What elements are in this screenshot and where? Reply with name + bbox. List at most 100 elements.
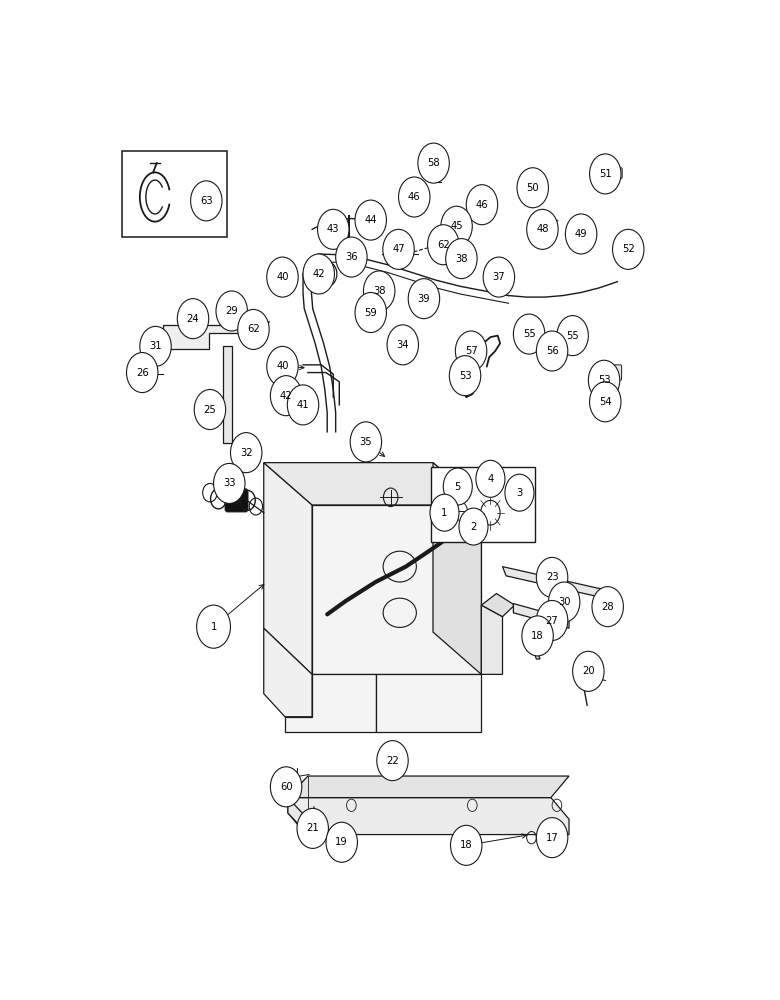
Text: 53: 53 [459,371,471,381]
Text: 48: 48 [536,224,548,234]
Text: 28: 28 [601,602,614,612]
Circle shape [238,309,269,349]
Text: 31: 31 [149,341,161,351]
Text: 62: 62 [247,324,260,334]
Circle shape [537,600,568,641]
Polygon shape [264,628,312,717]
Circle shape [588,360,620,400]
Polygon shape [312,505,481,674]
Text: 60: 60 [280,782,292,792]
Circle shape [590,154,621,194]
Text: 42: 42 [280,391,292,401]
Circle shape [557,316,588,356]
Polygon shape [288,798,308,835]
Text: 55: 55 [523,329,536,339]
Text: 33: 33 [223,478,236,488]
Circle shape [451,825,482,865]
Text: 23: 23 [546,572,558,582]
Polygon shape [223,346,232,443]
Circle shape [387,325,419,365]
Bar [122,151,228,237]
Polygon shape [163,325,244,349]
Text: 46: 46 [408,192,420,202]
Text: 53: 53 [597,375,611,385]
Text: 30: 30 [558,597,570,607]
Circle shape [355,292,386,333]
Text: 51: 51 [599,169,612,179]
Text: 2: 2 [470,522,477,532]
Polygon shape [264,463,312,674]
Circle shape [350,422,381,462]
Text: 18: 18 [460,840,473,850]
Text: 59: 59 [364,308,377,318]
Circle shape [303,254,335,294]
Text: 49: 49 [575,229,587,239]
Circle shape [456,331,487,371]
Text: 45: 45 [450,221,463,231]
Polygon shape [481,605,502,674]
Circle shape [517,168,548,208]
Circle shape [194,389,225,430]
Circle shape [399,177,430,217]
Text: 34: 34 [396,340,409,350]
Circle shape [522,616,553,656]
Text: 18: 18 [531,631,544,641]
Circle shape [537,818,568,858]
Text: 1: 1 [211,622,217,632]
Text: 26: 26 [136,368,149,378]
Circle shape [408,279,440,319]
Circle shape [214,463,245,503]
Circle shape [383,229,414,269]
Circle shape [317,209,349,249]
Text: 63: 63 [200,196,213,206]
Circle shape [430,494,459,531]
Text: 54: 54 [599,397,612,407]
Circle shape [466,185,498,225]
Circle shape [592,587,623,627]
Polygon shape [529,637,540,659]
Text: 57: 57 [465,346,477,356]
Text: 43: 43 [327,224,339,234]
Text: 1: 1 [441,508,448,518]
FancyBboxPatch shape [521,185,543,201]
Circle shape [190,181,222,221]
Text: 25: 25 [204,405,216,415]
Circle shape [548,582,580,622]
Text: 17: 17 [546,833,558,843]
Text: 55: 55 [566,331,579,341]
Text: 38: 38 [456,254,468,264]
FancyBboxPatch shape [607,168,622,179]
Circle shape [537,331,568,371]
Circle shape [126,353,158,393]
Text: 32: 32 [240,448,253,458]
Polygon shape [264,463,481,505]
Circle shape [267,346,298,386]
Text: 47: 47 [392,244,405,254]
Circle shape [297,808,328,848]
Polygon shape [288,798,569,835]
Circle shape [537,557,568,597]
Text: 40: 40 [276,361,289,371]
FancyBboxPatch shape [225,489,248,512]
Circle shape [427,225,459,265]
Text: 42: 42 [313,269,325,279]
Text: 46: 46 [476,200,488,210]
Polygon shape [285,674,376,732]
Text: 39: 39 [417,294,431,304]
Polygon shape [502,567,615,600]
Circle shape [418,143,449,183]
Circle shape [513,314,544,354]
Circle shape [459,508,488,545]
Text: 37: 37 [493,272,505,282]
Circle shape [317,262,337,286]
Polygon shape [376,674,481,732]
Text: 3: 3 [516,488,523,498]
Text: 20: 20 [582,666,594,676]
Circle shape [505,474,534,511]
Text: 50: 50 [526,183,539,193]
Text: 5: 5 [455,482,461,492]
Text: 29: 29 [225,306,238,316]
Text: 58: 58 [427,158,440,168]
Bar [431,466,535,542]
Text: 44: 44 [364,215,377,225]
